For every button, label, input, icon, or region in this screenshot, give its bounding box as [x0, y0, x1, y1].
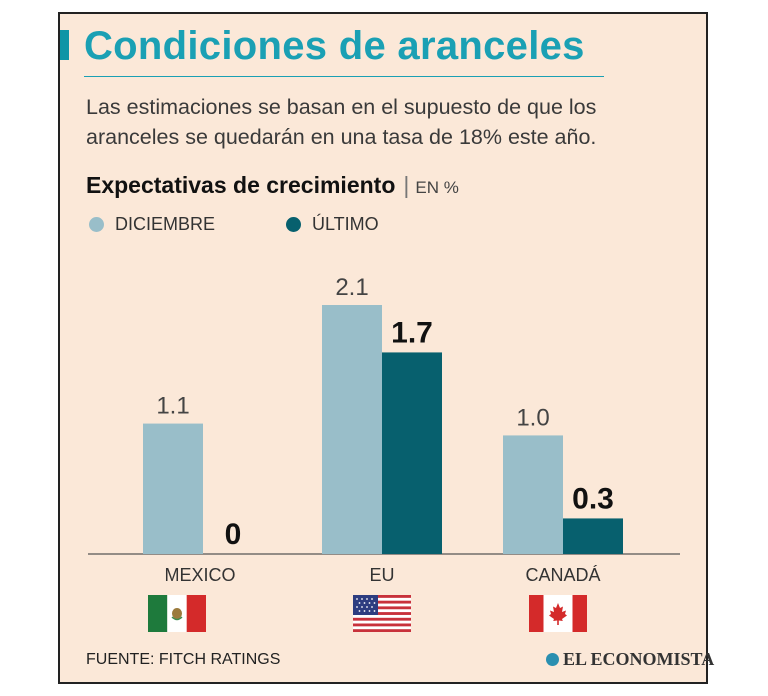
category-label-mexico: MEXICO [164, 565, 236, 585]
mexico-flag-icon [148, 595, 206, 632]
brand-name: EL ECONOMISTA [563, 649, 715, 669]
page-title: Condiciones de aranceles [84, 24, 585, 68]
subtitle: Las estimaciones se basan en el supuesto… [86, 95, 597, 149]
data-label-ultimo-eu: 1.7 [391, 316, 433, 349]
bar-diciembre-eu [322, 305, 382, 554]
legend-swatch-diciembre [89, 217, 104, 232]
data-label-diciembre-canada: 1.0 [516, 404, 549, 431]
legend-item-ultimo: ÚLTIMO [286, 214, 379, 235]
source-note: FUENTE: FITCH RATINGS [86, 651, 281, 668]
bar-ultimo-eu [382, 352, 442, 554]
usa-flag-icon [353, 595, 411, 632]
legend-item-diciembre: DICIEMBRE [89, 214, 215, 235]
category-label-canada: CANADÁ [525, 565, 601, 585]
data-label-ultimo-canada: 0.3 [572, 482, 614, 515]
chart-heading-unit: EN % [415, 178, 459, 197]
category-label-eu: EU [369, 565, 395, 585]
bar-diciembre-mexico [143, 423, 203, 554]
chart-heading-main: Expectativas de crecimiento [86, 172, 396, 198]
legend-label-diciembre: DICIEMBRE [115, 214, 216, 234]
canada-flag-icon [529, 595, 587, 632]
data-label-ultimo-mexico: 0 [225, 518, 242, 551]
data-label-diciembre-mexico: 1.1 [156, 393, 189, 420]
infographic-card [58, 12, 708, 684]
brand-logo: EL ECONOMISTA [546, 649, 714, 670]
legend-swatch-ultimo [286, 217, 301, 232]
data-label-diciembre-eu: 2.1 [335, 274, 368, 301]
legend-label-ultimo: ÚLTIMO [312, 214, 379, 234]
bar-diciembre-canada [503, 435, 563, 554]
chart-heading: Expectativas de crecimiento | EN % [86, 172, 459, 199]
chart-heading-separator: | [403, 172, 410, 198]
bar-ultimo-canada [563, 518, 623, 554]
brand-mark-icon [546, 653, 559, 666]
title-rule [84, 76, 604, 77]
title-marker [60, 30, 69, 60]
